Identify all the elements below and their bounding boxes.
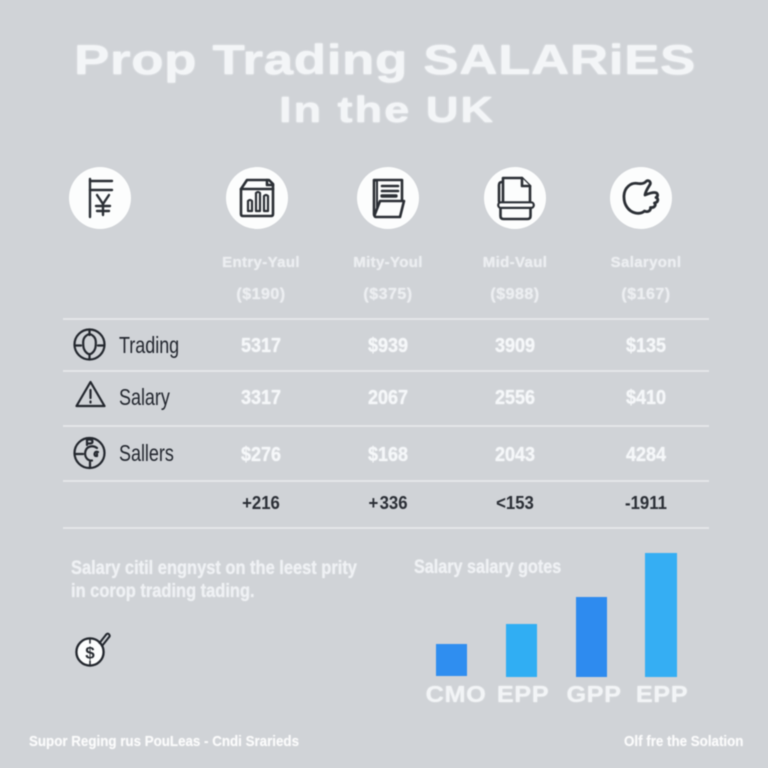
svg-text:$: $	[85, 644, 95, 663]
